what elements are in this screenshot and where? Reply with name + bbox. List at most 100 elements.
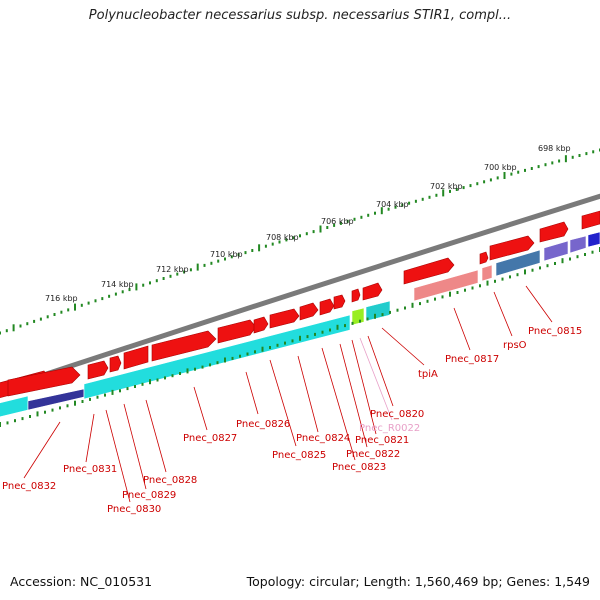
- gene-label-pnec-0825[interactable]: Pnec_0825: [272, 450, 326, 461]
- cog-segment: [481, 264, 493, 282]
- gene-label-pnec-0832[interactable]: Pnec_0832: [2, 481, 56, 492]
- inner-ruler-tick: [6, 421, 9, 425]
- ruler-tick: [108, 294, 111, 298]
- gene-label-pnec-0822[interactable]: Pnec_0822: [346, 449, 400, 460]
- gene-feature[interactable]: [333, 294, 346, 310]
- gene-feature[interactable]: [7, 366, 81, 397]
- ruler-tick: [12, 324, 15, 332]
- callout-line: [339, 343, 368, 448]
- ruler-ticks: 698 kbp 700 kbp 702 kbp 704 kbp 706 kbp …: [45, 144, 571, 303]
- ruler-tick: [312, 230, 315, 234]
- tick-label-704: 704 kbp: [376, 200, 409, 209]
- inner-ruler-tick: [134, 385, 136, 388]
- callout-line: [145, 399, 167, 473]
- gene-label-pnec-0831[interactable]: Pnec_0831: [63, 464, 117, 475]
- inner-ruler-tick: [591, 250, 594, 254]
- gene-feature[interactable]: [217, 319, 257, 344]
- gene-label-pnec-0817[interactable]: Pnec_0817: [445, 354, 499, 365]
- ruler-tick: [517, 170, 520, 174]
- cog-segment: [569, 235, 587, 254]
- inner-ruler-tick: [456, 291, 459, 294]
- gene-label-pnec-0828[interactable]: Pnec_0828: [143, 475, 197, 486]
- ruler-tick: [414, 199, 417, 203]
- genome-summary-text: Topology: circular; Length: 1,560,469 bp…: [246, 574, 590, 589]
- ruler-tick: [94, 299, 97, 303]
- ruler-tick: [537, 165, 540, 169]
- ruler-tick: [578, 154, 581, 157]
- inner-ruler-tick: [486, 280, 489, 286]
- tick-label-698: 698 kbp: [538, 144, 571, 153]
- gene-label-pnec-r0022[interactable]: Pnec_R0022: [359, 423, 420, 434]
- ruler-tick: [169, 274, 172, 278]
- inner-ruler-tick: [396, 308, 399, 312]
- ruler-tick: [87, 301, 90, 305]
- gene-label-pnec-0815[interactable]: Pnec_0815: [528, 326, 582, 337]
- inner-ruler-tick: [524, 269, 526, 275]
- ruler-tick: [442, 189, 445, 197]
- gene-label-pnec-0821[interactable]: Pnec_0821: [355, 435, 409, 446]
- inner-ruler-tick: [284, 341, 286, 345]
- tick-label-712: 712 kbp: [156, 265, 189, 274]
- gene-feature[interactable]: [489, 235, 535, 261]
- gene-label-pnec-0829[interactable]: Pnec_0829: [122, 490, 176, 501]
- gene-label-pnec-0830[interactable]: Pnec_0830: [107, 504, 161, 515]
- gene-feature[interactable]: [269, 308, 300, 329]
- ruler-tick: [558, 159, 561, 163]
- ruler-tick: [305, 232, 308, 236]
- gene-feature[interactable]: [123, 345, 149, 370]
- inner-ruler-tick: [569, 257, 571, 261]
- gene-label-pnec-0820[interactable]: Pnec_0820: [370, 409, 424, 420]
- gene-feature[interactable]: [253, 316, 269, 334]
- inner-ruler-tick: [584, 253, 586, 256]
- ruler-tick: [476, 182, 479, 186]
- gene-label-pnec-0823[interactable]: Pnec_0823: [332, 462, 386, 473]
- inner-ruler-tick: [141, 382, 144, 386]
- ruler-tick: [503, 172, 506, 179]
- accession-text: Accession: NC_010531: [10, 574, 153, 589]
- gene-label-pnec-0827[interactable]: Pnec_0827: [183, 433, 237, 444]
- gene-feature[interactable]: [151, 330, 217, 362]
- callout-line: [269, 359, 297, 447]
- ruler-tick: [230, 255, 233, 259]
- ruler-tick: [237, 253, 240, 257]
- ruler-tick: [19, 324, 22, 328]
- ruler-tick: [149, 281, 151, 285]
- inner-ruler-tick: [201, 365, 204, 369]
- gene-feature[interactable]: [479, 251, 489, 265]
- gene-label-rpso[interactable]: rpsO: [503, 340, 527, 351]
- callout-line: [23, 421, 61, 479]
- inner-ruler-tick: [44, 410, 46, 414]
- gene-feature[interactable]: [362, 282, 383, 301]
- ruler-tick: [264, 244, 267, 248]
- inner-ruler-tick: [36, 411, 39, 417]
- gene-feature[interactable]: [299, 302, 319, 321]
- ruler-tick: [326, 226, 329, 229]
- tick-label-702: 702 kbp: [430, 182, 463, 191]
- ruler-tick: [39, 317, 42, 321]
- ruler-tick: [155, 279, 158, 283]
- gene-label-pnec-0824[interactable]: Pnec_0824: [296, 433, 350, 444]
- ruler-tick: [428, 195, 431, 199]
- inner-ruler-tick: [194, 367, 196, 371]
- inner-ruler-tick: [306, 335, 309, 339]
- ruler-tick: [53, 313, 56, 316]
- gene-feature[interactable]: [109, 355, 122, 373]
- gene-feature[interactable]: [319, 298, 335, 316]
- inner-ruler-tick: [14, 419, 16, 423]
- inner-ruler-tick: [119, 389, 121, 393]
- ruler-tick: [346, 219, 349, 223]
- gene-feature[interactable]: [581, 210, 600, 230]
- gene-feature[interactable]: [87, 360, 109, 380]
- ruler-tick: [353, 217, 356, 221]
- gene-label-pnec-0826[interactable]: Pnec_0826: [236, 419, 290, 430]
- ruler-tick: [251, 249, 254, 252]
- gene-label-tpia[interactable]: tpiA: [418, 369, 438, 380]
- cog-segment: [351, 307, 365, 326]
- gene-feature[interactable]: [351, 288, 361, 303]
- inner-ruler-dots: [0, 247, 600, 427]
- ruler-tick: [271, 242, 274, 246]
- gene-feature[interactable]: [539, 221, 569, 243]
- callout-line: [245, 371, 259, 415]
- gene-feature[interactable]: [403, 257, 455, 285]
- inner-ruler-tick: [239, 354, 241, 358]
